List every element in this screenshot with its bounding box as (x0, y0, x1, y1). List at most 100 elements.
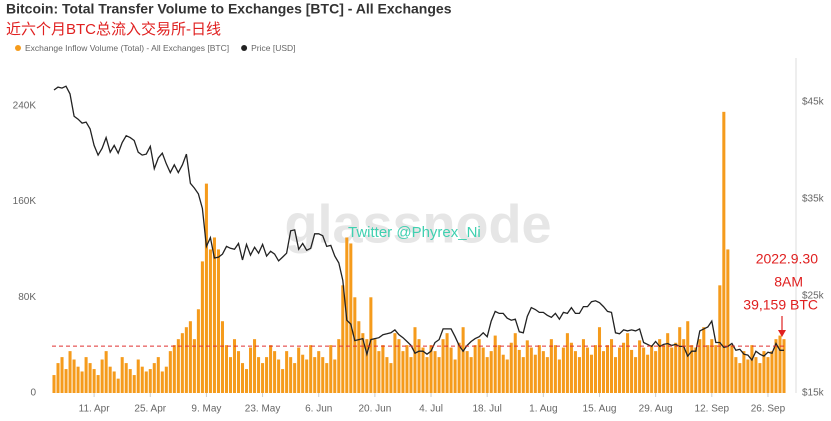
bar (88, 363, 92, 393)
bar (100, 359, 104, 393)
bar (373, 339, 377, 393)
bar (666, 333, 670, 393)
bar (605, 345, 610, 393)
bar (277, 359, 281, 393)
x-tick-label: 26. Sep (751, 404, 786, 415)
bar (208, 249, 212, 393)
bar (589, 354, 593, 393)
bar (413, 327, 417, 393)
bar (301, 354, 305, 393)
bar (273, 351, 277, 393)
x-tick-label: 18. Jul (472, 404, 501, 415)
bar (473, 345, 477, 393)
x-tick-label: 12. Sep (695, 404, 730, 415)
bar (702, 327, 706, 393)
bar (622, 342, 626, 393)
bar (176, 339, 180, 393)
bar (662, 345, 666, 393)
chart-title: Bitcoin: Total Transfer Volume to Exchan… (6, 1, 452, 17)
bar (357, 321, 361, 393)
bar (152, 363, 156, 393)
bar (585, 347, 589, 393)
x-tick-label: 1. Aug (529, 404, 557, 415)
bar (501, 354, 505, 393)
bar (349, 243, 353, 393)
bar (409, 357, 413, 393)
bar (325, 363, 329, 393)
bar (722, 111, 726, 393)
bar (196, 309, 200, 393)
bar (220, 321, 224, 393)
bar (80, 371, 84, 393)
bar (646, 354, 650, 393)
bar (445, 333, 449, 393)
bar (529, 347, 533, 393)
bar (457, 342, 461, 393)
bar (618, 347, 622, 393)
bar (421, 347, 425, 393)
bar (593, 345, 598, 393)
bar (694, 347, 698, 393)
bar (56, 363, 60, 393)
bar (678, 327, 682, 393)
bar (477, 339, 481, 393)
y-tick-label: 160K (13, 196, 37, 207)
bar (337, 339, 341, 393)
bar (397, 339, 401, 393)
bar (313, 357, 317, 393)
bar (124, 363, 128, 393)
bar (670, 347, 674, 393)
bar (734, 357, 738, 393)
bar (509, 342, 513, 393)
bar (686, 321, 690, 393)
bar (240, 363, 245, 393)
x-tick-label: 11. Apr (79, 404, 111, 415)
bar (224, 345, 228, 393)
bar (710, 339, 714, 393)
bar (573, 351, 577, 393)
bar (204, 183, 208, 393)
bar (393, 333, 397, 393)
bar (401, 351, 405, 393)
bar (766, 357, 770, 393)
bar (353, 297, 357, 393)
legend-marker (241, 45, 248, 51)
bar (746, 359, 750, 393)
bar (385, 357, 389, 393)
bar (381, 345, 385, 393)
bar (577, 357, 581, 393)
bar (730, 345, 734, 393)
bar (682, 339, 686, 393)
y2-tick-label: $45k (802, 96, 825, 107)
bar (630, 349, 634, 393)
bar (68, 351, 72, 393)
bar (758, 363, 762, 393)
x-tick-label: 9. May (191, 404, 221, 415)
bar (433, 351, 437, 393)
bar (654, 351, 658, 393)
bar (461, 327, 465, 393)
bar (718, 285, 722, 393)
bar (104, 351, 108, 393)
bar (297, 347, 301, 393)
bar (60, 357, 64, 393)
bar (698, 339, 702, 393)
x-tick-label: 25. Apr (134, 404, 166, 415)
bar (281, 369, 285, 393)
bar (184, 327, 188, 393)
bar (626, 333, 630, 393)
bar (212, 237, 216, 393)
bar (317, 351, 321, 393)
bar (96, 375, 100, 393)
bar (750, 345, 754, 393)
bar (754, 357, 758, 393)
bar (553, 345, 557, 393)
bar (533, 354, 537, 393)
bar (726, 249, 730, 393)
bar (160, 371, 164, 393)
bar (465, 351, 469, 393)
bar (265, 357, 269, 393)
bar (365, 339, 369, 393)
bar (72, 359, 76, 393)
bar (601, 351, 606, 393)
